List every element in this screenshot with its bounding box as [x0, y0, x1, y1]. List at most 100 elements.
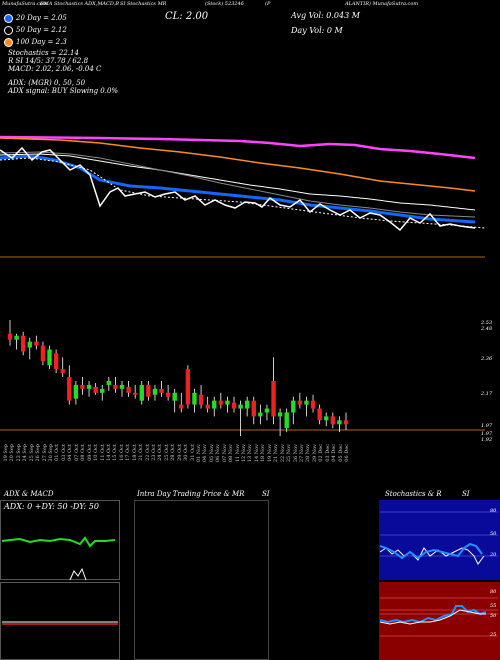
candle-up — [337, 420, 342, 425]
mr-axis-50: 50 — [490, 613, 497, 619]
price-axis-label-6: 1.97 — [481, 431, 493, 437]
candle-down — [310, 400, 316, 409]
candle-down — [159, 388, 164, 393]
ema-dotted-line — [0, 157, 486, 229]
candle-up — [212, 400, 217, 409]
macd-value: MACD: 2.02, 2.06, -0.04 C — [8, 65, 102, 73]
header-left-title: MunafaSutra.com — [2, 1, 48, 7]
price-axis-label-7: 1.92 — [481, 437, 493, 443]
candle-down — [343, 420, 349, 425]
adx-panel-values: ADX: 0 +DY: 50 -DY: 50 — [4, 502, 99, 511]
close-price: CL: 2.00 — [165, 11, 209, 22]
mr-axis-80: 80 — [490, 589, 497, 595]
candle-up — [277, 412, 283, 417]
candle-down — [20, 335, 26, 352]
candle-up — [225, 400, 230, 405]
ema200-line — [0, 135, 476, 160]
candle-up — [152, 388, 158, 395]
price-axis-label-3: 2.36 — [481, 356, 493, 362]
candle-down — [7, 333, 13, 340]
adx-panel — [0, 500, 120, 580]
candle-down — [185, 369, 191, 405]
adx-value: ADX: (MGR) 0, 50, 50 — [8, 79, 86, 87]
stochastics-title: Stochastics & R — [385, 490, 442, 498]
candle-up — [47, 349, 52, 366]
candle-down — [53, 353, 59, 370]
candle-down — [205, 404, 210, 409]
price-axis-label-2: 2.48 — [481, 326, 493, 332]
stoch-white-line — [379, 547, 485, 565]
candle-up — [73, 384, 79, 399]
mr-axis-55: 55 — [490, 603, 497, 609]
header-stock-p: (P — [265, 1, 271, 7]
price-close-line — [0, 146, 476, 232]
candle-up — [106, 380, 112, 385]
candle-up — [304, 400, 309, 405]
stochastics-panel — [379, 500, 500, 580]
candle-down — [113, 384, 118, 389]
stochastics-si-label: SI — [462, 490, 470, 498]
ema50-value: 50 Day = 2.12 — [16, 26, 67, 34]
mr-blue-line — [379, 605, 487, 624]
ema50-legend-dot — [4, 26, 13, 35]
candle-down — [271, 380, 276, 417]
candle-up — [291, 400, 296, 413]
candle-up — [172, 392, 177, 401]
intraday-title: Intra Day Trading Price & MR — [137, 490, 245, 498]
candle-down — [132, 392, 138, 395]
candle-up — [264, 408, 270, 413]
candle-down — [198, 394, 204, 405]
candle-down — [218, 400, 224, 405]
candle-down — [80, 384, 85, 389]
stoch-axis-20: 20 — [490, 552, 497, 558]
candle-up — [14, 335, 19, 340]
candle-up — [27, 341, 32, 348]
ema100-value: 100 Day = 2.3 — [16, 38, 67, 46]
candle-down — [297, 400, 303, 405]
candle-down — [34, 341, 39, 346]
price-axis-label-4: 2.17 — [481, 391, 493, 397]
ema20-legend-dot — [4, 14, 13, 23]
ema50-line — [0, 153, 476, 211]
candle-down — [67, 377, 72, 401]
adx-white-line — [69, 567, 87, 581]
candle-up — [86, 384, 92, 389]
candle-down — [330, 416, 336, 425]
price-axis-label-5: 1.97 — [481, 423, 493, 429]
mr-white-line — [379, 609, 486, 625]
adx-signal: ADX signal: BUY Slowing 0.0% — [8, 87, 119, 95]
intraday-si-label: SI — [262, 490, 270, 498]
header-indicators-2: SI Stochastics MR — [120, 1, 167, 7]
ema-gray-line — [0, 151, 476, 218]
candle-up — [324, 416, 329, 421]
candle-down — [146, 384, 151, 397]
avg-volume: Avg Vol: 0.043 M — [291, 11, 360, 20]
day-volume: Day Vol: 0 M — [291, 26, 343, 35]
adx-green-line — [1, 536, 116, 548]
header-indicators: EMA Stochastics ADX,MACD,B — [40, 1, 119, 7]
candle-up — [192, 392, 197, 405]
stoch-blue-line — [379, 542, 483, 560]
candle-up — [238, 404, 243, 409]
adx-macd-title: ADX & MACD — [4, 490, 54, 498]
price-axis-label-1: 2.53 — [481, 320, 493, 326]
header-right-title: ALANTIR) MunafaSutra.com — [345, 1, 419, 7]
candle-up — [258, 412, 263, 417]
candle-down — [165, 392, 171, 397]
stoch-axis-80: 80 — [490, 508, 497, 514]
mr-axis-25: 25 — [490, 632, 497, 638]
ema100-legend-dot — [4, 38, 13, 47]
candle-up — [244, 400, 250, 409]
ema20-value: 20 Day = 2.05 — [16, 14, 67, 22]
candle-down — [317, 408, 322, 421]
candle-down — [231, 402, 237, 409]
candle-up — [284, 412, 289, 429]
candle-down — [179, 404, 184, 409]
candle-down — [251, 400, 256, 417]
candle-down — [40, 345, 46, 362]
stoch-axis-50: 50 — [490, 531, 497, 537]
